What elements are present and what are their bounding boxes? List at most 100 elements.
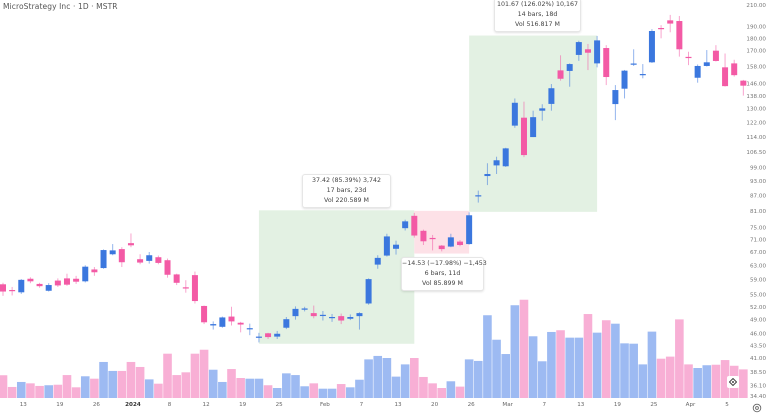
volume-bar <box>446 381 456 398</box>
candle[interactable] <box>137 254 144 265</box>
candle[interactable] <box>502 147 509 167</box>
candle[interactable] <box>603 45 610 86</box>
candle[interactable] <box>575 40 582 61</box>
candle[interactable] <box>420 229 427 246</box>
candle[interactable] <box>557 55 564 81</box>
candle[interactable] <box>347 314 354 321</box>
price-tick-label: 49.00 <box>750 318 766 324</box>
candle[interactable] <box>100 249 107 269</box>
candle[interactable] <box>685 51 692 66</box>
candle[interactable] <box>237 321 244 333</box>
candle[interactable] <box>584 43 591 71</box>
candle[interactable] <box>310 305 317 319</box>
candle[interactable] <box>146 251 153 264</box>
date-tick-label: Feb <box>320 402 330 408</box>
candle[interactable] <box>530 110 537 138</box>
candle[interactable] <box>703 50 710 67</box>
candle[interactable] <box>365 278 372 305</box>
candle[interactable] <box>173 273 180 286</box>
candle[interactable] <box>539 104 546 121</box>
candle[interactable] <box>246 323 253 336</box>
candle[interactable] <box>411 212 418 238</box>
candle[interactable] <box>164 258 171 278</box>
candle[interactable] <box>438 245 445 252</box>
candle[interactable] <box>283 317 290 330</box>
candle[interactable] <box>274 330 281 340</box>
candle[interactable] <box>329 313 336 322</box>
candle[interactable] <box>255 332 262 343</box>
candle[interactable] <box>402 219 409 231</box>
candle[interactable] <box>292 306 299 320</box>
candle[interactable] <box>694 64 701 83</box>
volume-bar <box>601 320 611 398</box>
candle[interactable] <box>18 279 25 294</box>
candle[interactable] <box>219 316 226 328</box>
candle[interactable] <box>63 273 70 286</box>
candle[interactable] <box>457 240 463 247</box>
candle[interactable] <box>109 244 116 256</box>
candle[interactable] <box>740 79 747 96</box>
candle-body <box>566 64 573 71</box>
candle[interactable] <box>484 163 491 186</box>
volume-bar <box>336 384 346 398</box>
candle[interactable] <box>155 255 162 265</box>
candle-body <box>219 317 226 327</box>
price-axis[interactable]: 210.00 190.00 180.00 170.00 158.00 146.00 138.… <box>746 3 766 400</box>
candle-body <box>164 260 171 275</box>
candle[interactable] <box>228 306 235 326</box>
volume-bar <box>309 383 319 398</box>
candle[interactable] <box>301 306 308 312</box>
candle[interactable] <box>612 85 619 121</box>
candle[interactable] <box>374 255 381 269</box>
candle[interactable] <box>429 234 436 251</box>
candle[interactable] <box>191 271 198 304</box>
candle[interactable] <box>511 98 518 128</box>
candle[interactable] <box>383 233 390 257</box>
candle[interactable] <box>722 53 729 87</box>
candle[interactable] <box>493 156 500 175</box>
candle[interactable] <box>658 25 665 39</box>
candle[interactable] <box>54 278 61 287</box>
candle[interactable] <box>447 233 454 248</box>
candle[interactable] <box>73 275 80 284</box>
candle[interactable] <box>639 64 646 79</box>
time-axis[interactable]: 13 19 26 2024 8 12 19 25 Feb 7 13 20 26 Mar 7 13 19 25 Apr… <box>20 402 730 408</box>
candle[interactable] <box>520 101 527 158</box>
volume-bar <box>464 359 474 398</box>
candle[interactable] <box>393 240 400 255</box>
candle-body <box>712 50 719 61</box>
candle[interactable] <box>548 84 555 111</box>
candle[interactable] <box>45 283 52 292</box>
candle[interactable] <box>594 35 601 68</box>
candle[interactable] <box>731 59 738 77</box>
candle[interactable] <box>91 267 98 276</box>
candle[interactable] <box>466 212 473 245</box>
volume-bar <box>272 388 282 398</box>
candle[interactable] <box>118 247 125 268</box>
candle[interactable] <box>210 321 217 330</box>
candle[interactable] <box>9 286 16 296</box>
candle[interactable] <box>82 265 89 283</box>
candle[interactable] <box>338 313 345 325</box>
gear-icon[interactable] <box>752 398 762 413</box>
candle[interactable] <box>566 63 573 87</box>
candle[interactable] <box>265 332 272 340</box>
candle[interactable] <box>630 49 637 66</box>
candle[interactable] <box>0 282 6 296</box>
candle[interactable] <box>27 277 34 284</box>
volume-bar <box>263 385 273 398</box>
candle[interactable] <box>36 282 43 288</box>
candle[interactable] <box>356 312 363 330</box>
candle[interactable] <box>712 45 719 62</box>
candle[interactable] <box>475 190 482 203</box>
candle[interactable] <box>676 15 683 57</box>
candle[interactable] <box>621 69 628 99</box>
candle[interactable] <box>648 29 655 63</box>
candle[interactable] <box>127 233 134 248</box>
candle[interactable] <box>319 310 326 321</box>
candle[interactable] <box>667 14 674 33</box>
candle[interactable] <box>201 305 208 325</box>
crosshair-diamond-icon[interactable] <box>727 376 739 388</box>
candle[interactable] <box>182 280 189 293</box>
